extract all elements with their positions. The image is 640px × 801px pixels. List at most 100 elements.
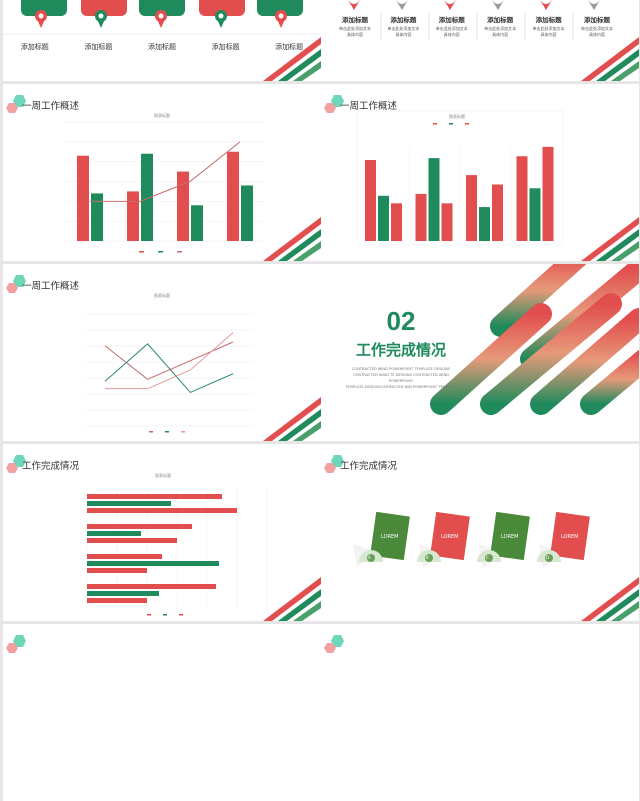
- pin-icon: [35, 10, 47, 28]
- slide-4[interactable]: 一周工作概述 图表标题: [321, 84, 639, 261]
- slide-title: 一周工作概述: [22, 281, 80, 292]
- hexagon-icon: [6, 635, 26, 653]
- bar: [227, 151, 239, 241]
- slide-9[interactable]: [3, 624, 321, 801]
- series-line: [104, 343, 234, 394]
- bar: [177, 171, 189, 241]
- bar: [466, 175, 477, 241]
- drop-icon: [396, 0, 408, 10]
- slide-5[interactable]: 一周工作概述 图表标题: [3, 264, 321, 441]
- corner-stripe: [293, 601, 321, 621]
- legend-swatch: [465, 123, 469, 125]
- series-line: [105, 332, 234, 390]
- bar: [529, 188, 541, 241]
- hexagon-icon: [324, 455, 344, 473]
- corner-stripe: [581, 577, 639, 621]
- bar: [87, 561, 219, 566]
- slide2-item: 添加标题 单击此处添加文本 具体内容: [428, 14, 476, 38]
- corner-stripe: [278, 229, 321, 261]
- hexagon-icon: [324, 635, 344, 653]
- item-title: 添加标题: [438, 16, 465, 24]
- item-title: 添加标题: [390, 16, 417, 24]
- series-line: [104, 341, 234, 380]
- corner-stripe: [596, 229, 639, 261]
- legend-swatch: [433, 123, 437, 125]
- section-subtitle: CONTRACTED WIND POWERPOINT TEMPLATE DESI…: [341, 366, 461, 390]
- chart-title: 图表标题: [154, 113, 170, 118]
- subtitle-line: CONTRACTED WIND POWERPOINT TEMPLATE DESI…: [351, 367, 451, 371]
- pin-icon: [155, 10, 167, 28]
- bar: [91, 193, 103, 241]
- bar: [87, 501, 171, 506]
- bar: [87, 494, 222, 499]
- slide-10[interactable]: [321, 624, 639, 801]
- corner-stripe: [278, 409, 321, 441]
- slide-3[interactable]: 一周工作概述 图表标题: [3, 84, 321, 261]
- slide1-label: 添加标题: [147, 43, 176, 51]
- cards-graphic: [353, 511, 639, 621]
- slide-6[interactable]: 02 工作完成情况 CONTRACTED WIND POWERPOINT TEM…: [321, 264, 639, 441]
- bar: [542, 146, 554, 241]
- card-letter: C: [486, 555, 489, 560]
- corner-stripes: [263, 37, 321, 81]
- slide1-block-1: [21, 0, 67, 16]
- slide-2[interactable]: 添加标题 单击此处添加文本 具体内容 添加标题 单击此处添加文本 具体内容 添加标题 单击…: [321, 0, 639, 81]
- corner-stripe: [611, 601, 639, 621]
- bar: [415, 193, 427, 241]
- bar: [492, 184, 503, 241]
- card-c: [477, 511, 530, 568]
- card-letter: A: [368, 555, 371, 560]
- bar: [87, 531, 141, 536]
- bar: [191, 205, 203, 241]
- pin-icon: [95, 10, 107, 28]
- bar: [365, 160, 376, 241]
- slide1-block-4: [199, 0, 245, 16]
- bar: [77, 155, 89, 241]
- slide-title: 一周工作概述: [340, 101, 398, 112]
- card-a: [353, 511, 410, 568]
- item-desc: 具体内容: [395, 32, 412, 37]
- corner-stripe: [293, 421, 321, 441]
- bar: [378, 195, 389, 241]
- bar: [479, 207, 490, 241]
- corner-stripe: [596, 589, 639, 621]
- legend-swatch: [165, 431, 169, 433]
- slide2-item: 添加标题 单击此处添加文本 具体内容: [476, 14, 524, 38]
- series-line: [90, 141, 241, 202]
- slide2-item: 添加标题 单击此处添加文本 具体内容: [573, 14, 621, 38]
- slide2-item: 添加标题 单击此处添加文本 具体内容: [525, 14, 573, 38]
- section-text: 02 工作完成情况 CONTRACTED WIND POWERPOINT TEM…: [341, 306, 461, 390]
- slide-title: 工作完成情况: [22, 461, 80, 472]
- item-title: 添加标题: [487, 16, 514, 24]
- card-label: LOREM: [441, 534, 459, 540]
- card-label: LOREM: [501, 534, 519, 540]
- item-desc: 单击此处添加文本: [580, 26, 613, 31]
- card-b: [417, 511, 470, 568]
- bar: [441, 203, 453, 241]
- legend-swatch: [181, 431, 185, 433]
- bar: [127, 191, 139, 241]
- corner-stripes: [581, 37, 639, 81]
- slide2-items: 添加标题 单击此处添加文本 具体内容 添加标题 单击此处添加文本 具体内容 添加标题 单击…: [331, 14, 621, 38]
- corner-stripe: [263, 397, 321, 441]
- slide1-block-2: [81, 0, 127, 16]
- hexagon-icon: [6, 275, 26, 293]
- item-title: 添加标题: [342, 16, 368, 24]
- item-title: 添加标题: [535, 16, 562, 24]
- slide-7[interactable]: 工作完成情况 图表标题: [3, 444, 321, 621]
- slide-8[interactable]: 工作完成情况 LOREM LOREM LOREM LOREM A: [321, 444, 639, 621]
- bar: [428, 158, 440, 241]
- bar: [516, 156, 528, 241]
- card-letter: D: [546, 555, 550, 560]
- bar: [87, 598, 147, 603]
- bar: [87, 508, 237, 513]
- slide-1[interactable]: 添加标题 添加标题 添加标题 添加标题 添加标题: [3, 0, 321, 81]
- legend-swatch: [163, 614, 167, 616]
- drop-icon: [444, 0, 456, 10]
- hexagon-icon: [324, 95, 344, 113]
- item-desc: 具体内容: [588, 32, 605, 37]
- corner-stripe: [293, 241, 321, 261]
- bar: [391, 203, 402, 241]
- bar: [87, 591, 159, 596]
- corner-stripe: [611, 241, 639, 261]
